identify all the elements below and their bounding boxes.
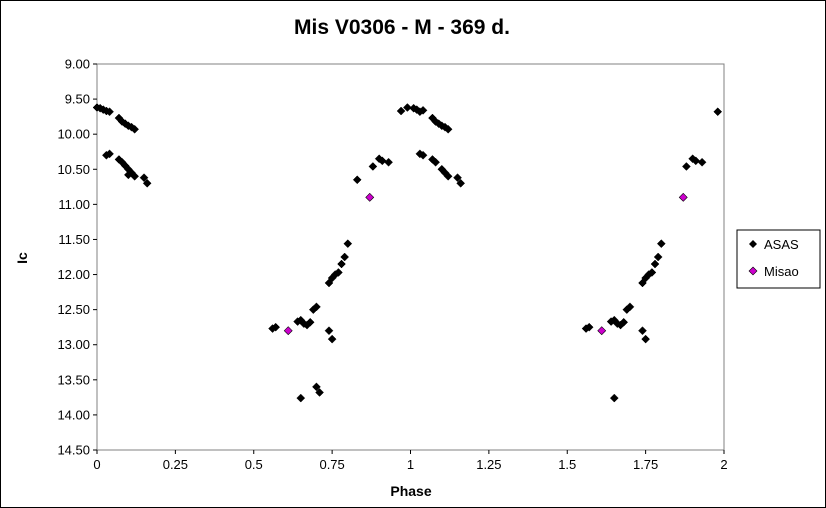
- plot-area: [96, 63, 725, 451]
- data-point-asas: [377, 156, 387, 166]
- data-point-asas: [324, 326, 334, 336]
- data-point-asas: [418, 150, 428, 160]
- data-point-misao: [678, 192, 688, 202]
- data-point-asas: [619, 317, 629, 327]
- x-tick-label: 0.25: [163, 457, 188, 472]
- data-point-asas: [584, 322, 594, 332]
- y-axis: 9.00 9.50 10.00 10.50 11.00 11.50 12.00 12.50 13…: [57, 57, 97, 458]
- x-tick-label: 1.5: [558, 457, 576, 472]
- y-tick-label: 9.00: [65, 57, 90, 72]
- legend-label-asas: ASAS: [764, 237, 799, 252]
- y-axis-label: Ic: [14, 252, 30, 264]
- data-point-asas: [609, 393, 619, 403]
- data-point-asas: [334, 268, 343, 277]
- legend-marker-asas: [749, 240, 757, 248]
- legend-box: [736, 229, 821, 289]
- y-tick-label: 12.00: [57, 267, 90, 282]
- x-tick-label: 1: [407, 457, 414, 472]
- data-point-asas: [305, 317, 315, 327]
- data-point-asas: [340, 252, 350, 262]
- x-axis: 0 0.25 0.5 0.75 1 1.25 1.5 1.75 2: [93, 450, 728, 472]
- data-point-asas: [443, 124, 453, 134]
- x-axis-label: Phase: [390, 483, 431, 499]
- data-point-asas: [418, 105, 428, 115]
- x-tick-label: 0.75: [319, 457, 344, 472]
- data-point-asas: [653, 252, 663, 262]
- data-point-asas: [650, 259, 660, 269]
- y-tick-label: 12.50: [57, 302, 90, 317]
- x-tick-label: 0.5: [245, 457, 263, 472]
- x-tick-label: 2: [720, 457, 727, 472]
- y-tick-label: 11.50: [58, 232, 90, 247]
- chart-title: Mis V0306 - M - 369 d.: [294, 16, 510, 39]
- data-point-asas: [271, 322, 281, 332]
- y-tick-label: 14.50: [57, 443, 90, 458]
- data-point-asas: [312, 302, 321, 312]
- data-point-asas: [403, 103, 412, 112]
- x-tick-label: 1.25: [476, 457, 501, 472]
- data-point-asas: [641, 334, 650, 344]
- data-point-asas: [638, 326, 647, 336]
- data-point-asas: [296, 393, 306, 403]
- y-tick-label: 10.00: [57, 127, 90, 142]
- data-point-asas: [352, 175, 362, 185]
- data-point-asas: [431, 157, 440, 167]
- y-tick-label: 9.50: [65, 92, 90, 107]
- data-point-asas: [713, 107, 723, 117]
- data-point-asas: [315, 388, 324, 397]
- data-point-asas: [456, 178, 466, 188]
- data-point-asas: [130, 171, 139, 181]
- data-point-asas: [337, 259, 346, 269]
- data-point-asas: [647, 268, 657, 277]
- data-point-asas: [368, 162, 378, 171]
- data-point-asas: [327, 334, 337, 344]
- data-point-asas: [142, 178, 152, 188]
- data-point-asas: [130, 124, 139, 134]
- data-points: [92, 103, 723, 403]
- data-point-asas: [123, 170, 133, 180]
- legend-marker-misao: [748, 266, 758, 276]
- y-tick-label: 10.50: [57, 162, 90, 177]
- y-tick-label: 13.50: [57, 372, 90, 387]
- data-point-asas: [384, 157, 393, 167]
- y-tick-label: 13.00: [57, 337, 90, 352]
- data-point-misao: [283, 326, 293, 336]
- data-point-asas: [682, 162, 691, 171]
- x-tick-label: 0: [93, 457, 100, 472]
- x-tick-label: 1.75: [633, 457, 658, 472]
- data-point-asas: [656, 239, 666, 249]
- y-tick-label: 14.00: [57, 407, 90, 422]
- data-point-misao: [597, 326, 607, 336]
- data-point-asas: [312, 382, 321, 392]
- y-tick-label: 11.00: [58, 197, 90, 212]
- legend-label-misao: Misao: [764, 264, 799, 279]
- data-point-asas: [691, 156, 701, 166]
- legend: ASAS Misao: [736, 229, 821, 289]
- data-point-asas: [453, 173, 462, 183]
- data-point-asas: [105, 107, 114, 117]
- data-point-asas: [139, 173, 149, 183]
- data-point-asas: [697, 157, 707, 167]
- data-point-asas: [396, 106, 406, 116]
- data-point-asas: [105, 149, 114, 159]
- data-point-asas: [443, 171, 453, 181]
- data-point-asas: [343, 239, 353, 249]
- data-point-misao: [365, 192, 375, 202]
- data-point-asas: [625, 302, 635, 312]
